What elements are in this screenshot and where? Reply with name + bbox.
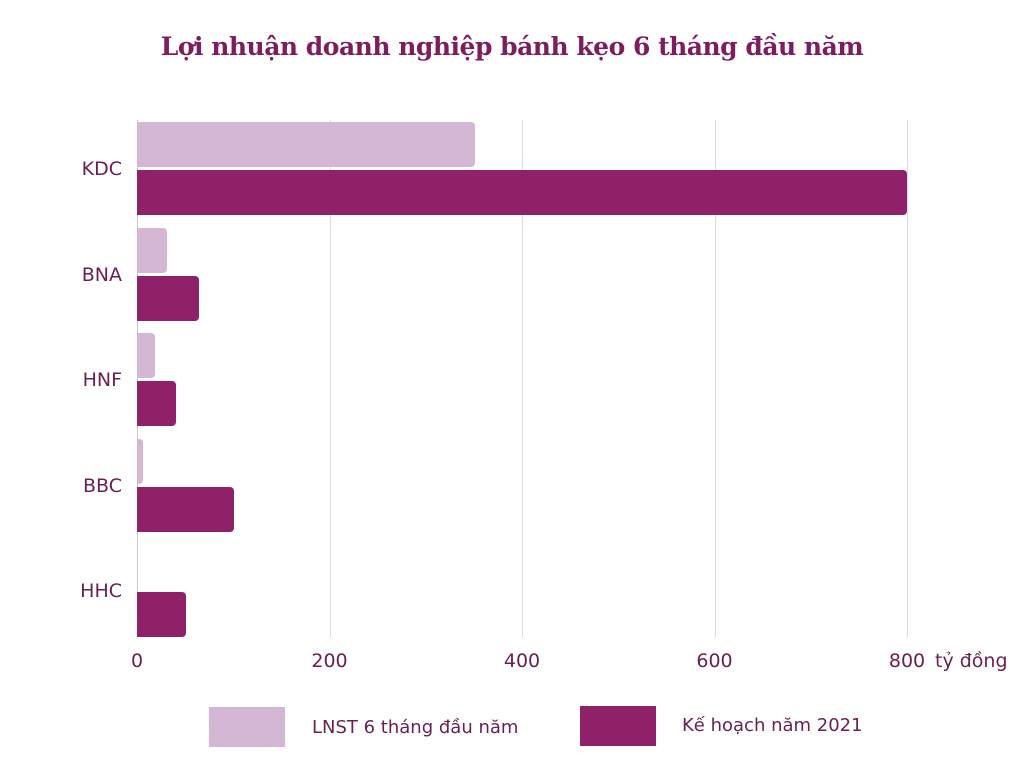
gridline — [907, 120, 908, 637]
gridline — [329, 120, 331, 637]
category-label-kdc: KDC — [81, 158, 122, 180]
gridline — [714, 120, 716, 637]
x-tick-200: 200 — [311, 650, 348, 672]
legend-swatch-ke-hoach — [580, 706, 656, 746]
category-label-hhc: HHC — [80, 580, 122, 602]
legend-label-lnst: LNST 6 tháng đầu năm — [312, 717, 519, 738]
bar-kdc-ke-hoach — [137, 170, 907, 215]
bar-bna-lnst — [137, 227, 167, 273]
x-tick-800: 800 — [888, 650, 926, 672]
category-label-bbc: BBC — [82, 474, 122, 497]
legend-swatch-lnst — [209, 707, 285, 747]
x-tick-600: 600 — [696, 650, 733, 672]
y-axis-line — [137, 120, 138, 637]
category-label-hnf: HNF — [82, 369, 122, 391]
chart-title: Lợi nhuận doanh nghiệp bánh kẹo 6 tháng … — [160, 32, 864, 61]
plot-area — [137, 120, 908, 637]
category-label-bna: BNA — [81, 263, 122, 286]
bar-kdc-lnst — [137, 122, 475, 167]
legend-label-ke-hoach: Kế hoạch năm 2021 — [682, 715, 863, 736]
bar-hhc-ke-hoach — [137, 592, 187, 637]
bar-bbc-ke-hoach — [137, 486, 235, 532]
bar-bna-ke-hoach — [137, 275, 199, 321]
bar-hnf-lnst — [137, 333, 156, 378]
x-tick-0: 0 — [130, 650, 144, 672]
bar-bbc-lnst — [137, 438, 143, 484]
x-axis-unit: tỷ đồng — [935, 650, 1008, 672]
x-tick-400: 400 — [503, 650, 541, 672]
gridline — [522, 120, 523, 637]
bar-hnf-ke-hoach — [137, 381, 176, 426]
